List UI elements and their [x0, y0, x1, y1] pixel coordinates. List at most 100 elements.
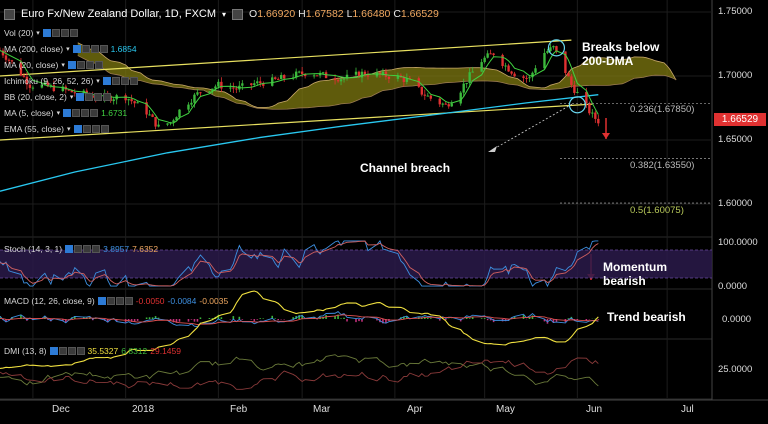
more-icon[interactable]: [124, 297, 133, 305]
eye-icon[interactable]: [97, 297, 106, 305]
close-icon[interactable]: [83, 245, 92, 253]
price-down-arrow-head: [602, 133, 610, 139]
indicator-controls[interactable]: [76, 93, 112, 101]
dmi-controls[interactable]: [49, 347, 85, 355]
settings-icon[interactable]: [85, 93, 94, 101]
settings-icon[interactable]: [232, 8, 244, 20]
chevron-down-icon[interactable]: ▾: [96, 78, 100, 85]
indicator-controls[interactable]: [72, 45, 108, 53]
breach-arrow: [491, 103, 573, 151]
indicator-row[interactable]: MA (20, close) ▾: [4, 60, 103, 70]
eye-icon[interactable]: [72, 45, 81, 53]
settings-icon[interactable]: [74, 245, 83, 253]
candle-body: [199, 92, 202, 94]
eye-icon[interactable]: [49, 347, 58, 355]
low-value: 1.66480: [352, 8, 391, 20]
indicator-row[interactable]: MA (200, close) ▾ 1.6854: [4, 44, 137, 54]
more-icon[interactable]: [99, 45, 108, 53]
close-icon[interactable]: [91, 125, 100, 133]
macd-controls[interactable]: [97, 297, 133, 305]
chevron-down-icon[interactable]: ▾: [69, 94, 74, 101]
indicator-controls[interactable]: [67, 61, 103, 69]
more-icon[interactable]: [103, 93, 112, 101]
settings-icon[interactable]: [51, 29, 60, 37]
more-icon[interactable]: [94, 61, 103, 69]
close-icon[interactable]: [60, 29, 69, 37]
more-icon[interactable]: [76, 347, 85, 355]
settings-icon[interactable]: [81, 45, 90, 53]
candle-body: [552, 46, 555, 48]
indicator-controls[interactable]: [73, 125, 109, 133]
candle-body: [576, 91, 579, 93]
close-icon[interactable]: [94, 93, 103, 101]
indicator-label: EMA (55, close): [4, 124, 64, 134]
candle-body: [402, 77, 406, 82]
instrument-title[interactable]: Euro Fx/New Zealand Dollar, 1D, FXCM: [21, 8, 217, 20]
candle-body: [130, 99, 133, 102]
eye-icon[interactable]: [67, 61, 76, 69]
candle-body: [61, 86, 65, 92]
settings-icon[interactable]: [72, 109, 81, 117]
settings-icon[interactable]: [58, 347, 67, 355]
candle-body: [175, 117, 178, 121]
candle-body: [151, 114, 154, 117]
close-icon[interactable]: [115, 297, 124, 305]
more-icon[interactable]: [92, 245, 101, 253]
candle-body: [300, 71, 304, 75]
more-icon[interactable]: [90, 109, 99, 117]
indicator-label: MA (200, close): [4, 44, 64, 54]
candle-body: [357, 71, 361, 78]
candle-body: [360, 71, 364, 78]
candle-body: [585, 91, 588, 104]
macd-label: MACD (12, 26, close, 9): [4, 296, 95, 306]
candle-body: [363, 71, 367, 76]
indicator-row[interactable]: Vol (20) ▾: [4, 28, 78, 38]
eye-icon[interactable]: [76, 93, 85, 101]
indicator-controls[interactable]: [42, 29, 78, 37]
candle-body: [378, 72, 382, 75]
settings-icon[interactable]: [76, 61, 85, 69]
chevron-down-icon[interactable]: ▾: [67, 126, 71, 133]
close-icon[interactable]: [67, 347, 76, 355]
candle-body: [342, 78, 346, 80]
time-tick: 2018: [132, 404, 155, 415]
indicator-row[interactable]: EMA (55, close) ▾: [4, 124, 109, 134]
indicator-row[interactable]: Ichimoku (9, 26, 52, 26) ▾: [4, 76, 138, 86]
indicator-row[interactable]: BB (20, close, 2) ▾: [4, 92, 112, 102]
time-tick: Dec: [52, 404, 70, 415]
close-icon[interactable]: [120, 77, 129, 85]
chevron-down-icon[interactable]: ▾: [56, 110, 61, 117]
ohlc-readout: O1.66920 H1.67582 L1.66480 C1.66529: [249, 8, 439, 20]
chevron-down-icon[interactable]: ▾: [222, 9, 227, 19]
candle-body: [187, 104, 190, 110]
more-icon[interactable]: [69, 29, 78, 37]
symbol-icon[interactable]: [4, 8, 15, 20]
chevron-down-icon[interactable]: ▾: [66, 46, 70, 53]
stoch-controls[interactable]: [65, 245, 101, 253]
candle-body: [49, 85, 53, 87]
last-price-badge: 1.66529: [714, 113, 766, 126]
close-icon[interactable]: [90, 45, 99, 53]
eye-icon[interactable]: [73, 125, 82, 133]
dmi-minus-line: [0, 357, 599, 390]
close-icon[interactable]: [85, 61, 94, 69]
settings-icon[interactable]: [82, 125, 91, 133]
more-icon[interactable]: [129, 77, 138, 85]
settings-icon[interactable]: [111, 77, 120, 85]
indicator-row[interactable]: MA (5, close) ▾ 1.6731: [4, 108, 127, 118]
chevron-down-icon[interactable]: ▾: [36, 30, 40, 37]
eye-icon[interactable]: [42, 29, 51, 37]
close-icon[interactable]: [81, 109, 90, 117]
dmi-plus-value: 6.8312: [121, 346, 148, 356]
indicator-controls[interactable]: [63, 109, 99, 117]
eye-icon[interactable]: [63, 109, 72, 117]
chevron-down-icon[interactable]: ▾: [61, 62, 65, 69]
more-icon[interactable]: [100, 125, 109, 133]
settings-icon[interactable]: [106, 297, 115, 305]
candle-body: [465, 83, 468, 85]
eye-icon[interactable]: [65, 245, 74, 253]
indicator-controls[interactable]: [102, 77, 138, 85]
eye-icon[interactable]: [102, 77, 111, 85]
